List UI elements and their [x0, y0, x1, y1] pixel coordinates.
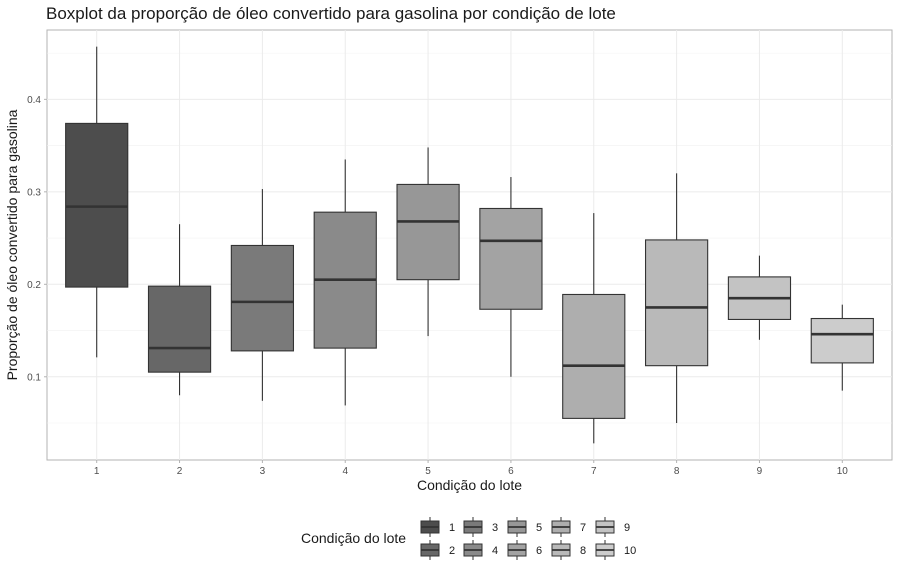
box-8 — [644, 173, 709, 424]
legend-key-8: 8 — [551, 540, 586, 560]
x-tick-label: 10 — [837, 466, 849, 477]
legend-label: 7 — [580, 522, 586, 534]
box-10 — [810, 304, 874, 391]
x-tick-label: 4 — [342, 466, 348, 477]
x-tick-label: 3 — [260, 466, 266, 477]
box-1 — [65, 46, 129, 358]
legend-label: 8 — [580, 545, 586, 557]
legend-label: 1 — [449, 522, 455, 534]
legend-label: 10 — [624, 545, 636, 557]
x-tick-label: 2 — [177, 466, 183, 477]
y-tick-label: 0.1 — [27, 372, 41, 383]
x-tick-label: 7 — [591, 466, 597, 477]
legend-label: 6 — [536, 545, 542, 557]
y-axis-title: Proporção de óleo convertido para gasoli… — [4, 109, 20, 380]
x-tick-label: 1 — [94, 466, 100, 477]
legend-key-9: 9 — [595, 517, 630, 537]
legend-key-7: 7 — [551, 517, 586, 537]
legend-key-10: 10 — [595, 540, 636, 560]
legend-key-4: 4 — [463, 540, 498, 560]
x-tick-label: 9 — [757, 466, 763, 477]
legend-key-5: 5 — [507, 517, 542, 537]
x-tick-label: 8 — [674, 466, 680, 477]
y-tick-label: 0.2 — [27, 280, 41, 291]
box-body — [396, 183, 460, 281]
box-body — [147, 285, 212, 373]
x-axis-title: Condição do lote — [417, 477, 522, 493]
box-6 — [479, 177, 543, 377]
y-tick-label: 0.3 — [27, 187, 41, 198]
legend-label: 5 — [536, 522, 542, 534]
legend-title: Condição do lote — [301, 530, 406, 546]
legend-label: 3 — [492, 522, 498, 534]
legend-key-1: 1 — [420, 517, 455, 537]
box-body — [230, 244, 295, 352]
box-5 — [396, 147, 460, 337]
y-axis-ticks: 0.1 0.2 0.3 0.4 — [27, 95, 47, 383]
y-tick-label: 0.4 — [27, 95, 41, 106]
box-3 — [230, 189, 295, 401]
x-tick-label: 6 — [508, 466, 514, 477]
legend-key-3: 3 — [463, 517, 498, 537]
legend-key-2: 2 — [420, 540, 455, 560]
box-body — [644, 239, 709, 367]
legend-label: 9 — [624, 522, 630, 534]
chart-title: Boxplot da proporção de óleo convertido … — [46, 4, 616, 23]
box-2 — [147, 224, 212, 396]
box-body — [65, 122, 129, 288]
legend: Condição do lote 1 2 3 4 5 6 7 8 9 10 — [301, 517, 636, 560]
box-4 — [313, 159, 377, 406]
plot-panel — [46, 29, 893, 461]
legend-key-6: 6 — [507, 540, 542, 560]
x-axis-ticks: 1 2 3 4 5 6 7 8 9 10 — [94, 460, 848, 477]
legend-label: 4 — [492, 545, 498, 557]
box-body — [479, 207, 543, 310]
legend-label: 2 — [449, 545, 455, 557]
boxes-layer — [65, 46, 874, 444]
box-body — [810, 317, 874, 364]
box-9 — [727, 255, 792, 340]
box-body — [562, 293, 626, 419]
box-7 — [562, 213, 626, 444]
x-tick-label: 5 — [425, 466, 431, 477]
